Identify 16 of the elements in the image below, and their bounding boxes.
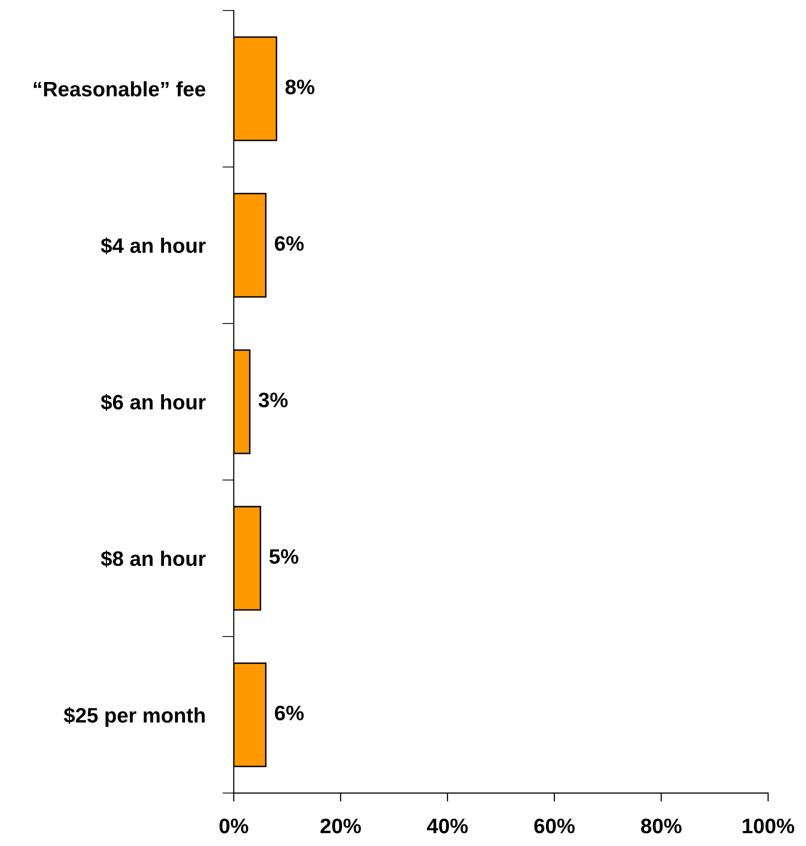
data-label: 6% <box>274 236 304 251</box>
x-tick-label: 40% <box>426 818 468 834</box>
y-tick-label: “Reasonable” fee <box>34 81 206 96</box>
data-label: 3% <box>258 392 288 408</box>
y-tick-label: $8 an hour <box>100 550 206 568</box>
x-tick-label: 60% <box>534 818 575 834</box>
x-tick-label: 80% <box>641 818 682 834</box>
x-tick-label: 20% <box>320 818 361 834</box>
x-tick-label: 0% <box>220 818 248 834</box>
y-tick-label: $6 an hour <box>100 394 206 411</box>
data-label: 6% <box>274 706 304 720</box>
y-tick-label: $4 an hour <box>100 237 206 254</box>
data-label: 8% <box>285 80 314 94</box>
data-label: 5% <box>269 549 298 564</box>
y-tick-label: $25 per month <box>64 707 205 727</box>
x-tick-label: 100% <box>742 818 794 834</box>
